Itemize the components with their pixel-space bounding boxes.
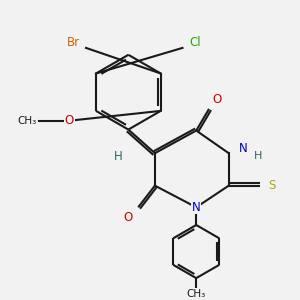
Text: N: N bbox=[239, 142, 248, 155]
Text: O: O bbox=[124, 211, 133, 224]
Text: O: O bbox=[65, 114, 74, 127]
Text: Br: Br bbox=[67, 35, 80, 49]
Text: H: H bbox=[254, 151, 262, 161]
Text: CH₃: CH₃ bbox=[17, 116, 37, 126]
Text: CH₃: CH₃ bbox=[187, 289, 206, 299]
Text: S: S bbox=[268, 179, 276, 192]
Text: N: N bbox=[192, 201, 201, 214]
Text: Cl: Cl bbox=[189, 35, 201, 49]
Text: O: O bbox=[212, 93, 221, 106]
Text: H: H bbox=[114, 150, 123, 163]
